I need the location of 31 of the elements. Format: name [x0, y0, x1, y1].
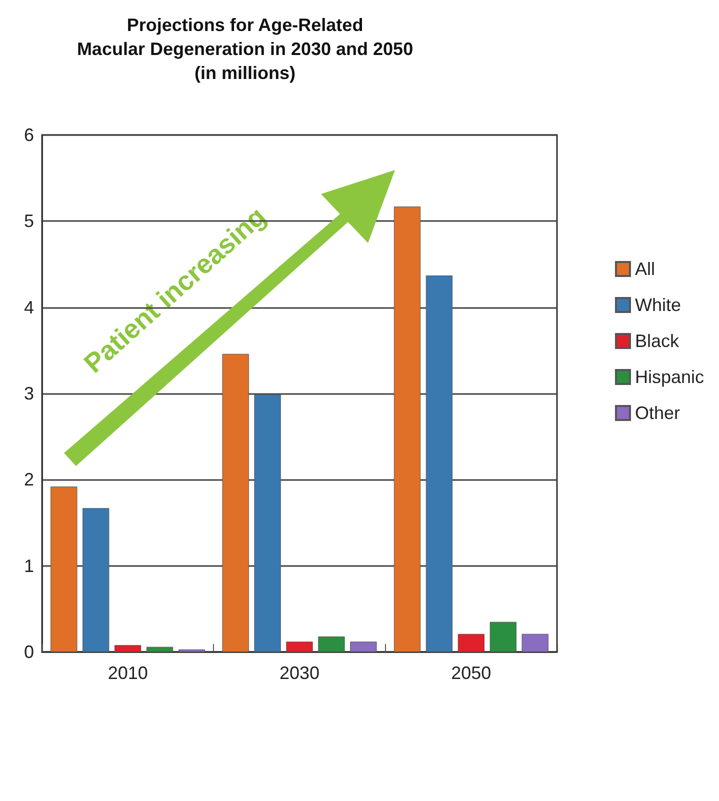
y-tick-label: 5: [24, 211, 34, 232]
chart-title: Projections for Age-Related Macular Degeneration in 2030 and 2050 (in millions): [76, 15, 414, 83]
bar: [426, 275, 453, 652]
x-tick-label: 2050: [451, 663, 492, 683]
x-tick-label: 2030: [279, 663, 320, 683]
bar: [254, 394, 281, 652]
y-tick-label: 4: [24, 297, 34, 318]
x-tick-label: 2010: [108, 663, 148, 683]
bar: [522, 634, 548, 652]
legend-label: Other: [634, 403, 680, 423]
y-tick-label: 1: [24, 556, 34, 576]
legend-label: All: [634, 259, 655, 279]
bar: [458, 634, 484, 652]
legend-label: White: [634, 295, 681, 315]
y-tick-label: 2: [24, 470, 34, 490]
y-tick-label: 6: [24, 125, 34, 145]
bar: [114, 645, 142, 652]
bar: [222, 354, 249, 652]
bar: [394, 206, 421, 652]
legend-label: Hispanic: [634, 367, 704, 387]
legend-label: Black: [634, 331, 680, 351]
bar: [82, 508, 110, 652]
bar: [286, 642, 313, 652]
y-tick-label: 3: [24, 384, 34, 404]
y-tick-label: 0: [24, 642, 34, 662]
bar: [350, 642, 377, 652]
bar: [318, 636, 345, 652]
bar: [146, 646, 174, 652]
bar: [490, 622, 516, 652]
bar: [178, 649, 206, 652]
bar: [50, 486, 78, 652]
